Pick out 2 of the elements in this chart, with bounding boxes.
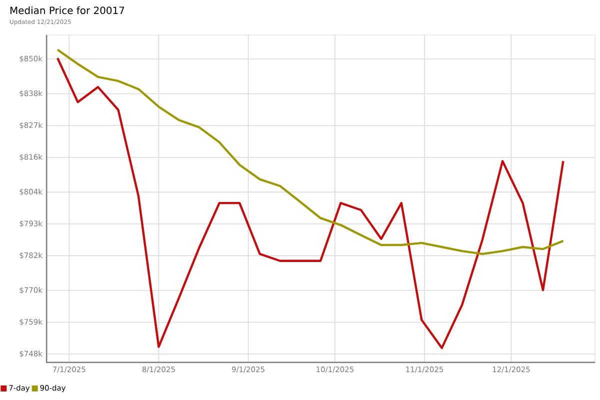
chart-title: Median Price for 20017: [10, 6, 124, 14]
line-series: [56, 48, 564, 256]
